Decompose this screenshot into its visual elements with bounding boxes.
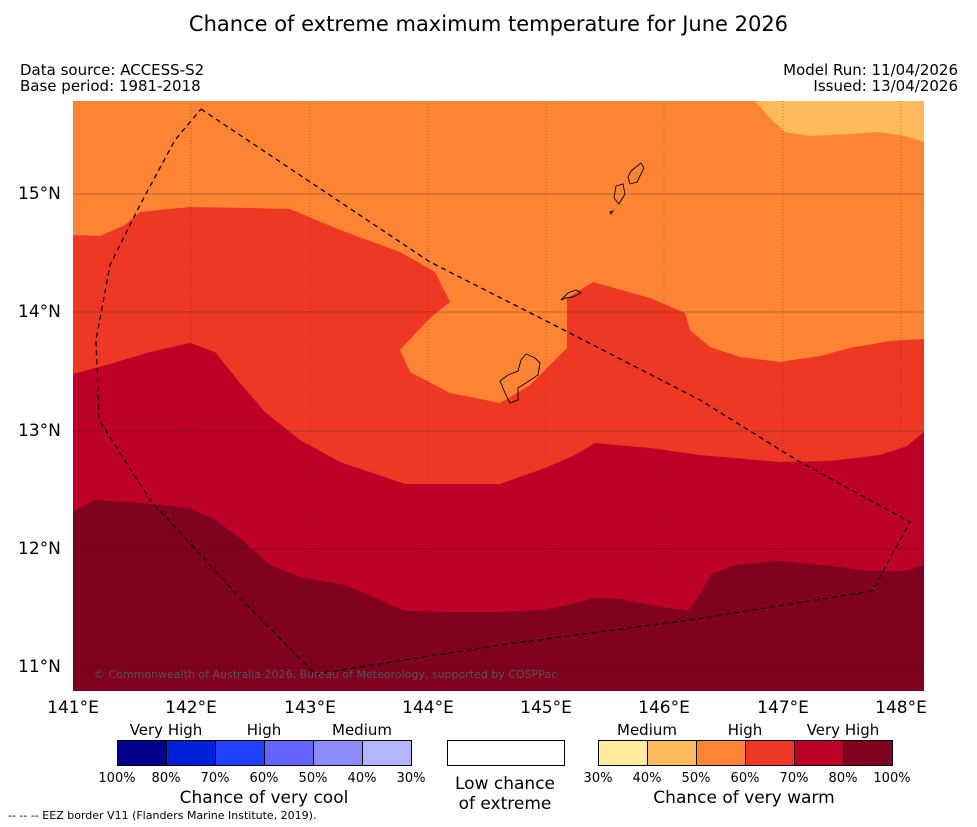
issued-date: Issued: 13/04/2026 xyxy=(813,77,958,95)
legend-swatch xyxy=(647,740,697,766)
graticule-meridians xyxy=(190,101,902,691)
legend-swatch xyxy=(215,740,265,766)
legend-swatch xyxy=(745,740,795,766)
x-tick-label: 144°E xyxy=(402,698,454,718)
legend-swatch xyxy=(264,740,314,766)
legend-percent: 50% xyxy=(681,771,711,786)
tinian-island xyxy=(613,183,626,205)
x-tick-label: 142°E xyxy=(165,698,217,718)
legend-category: Medium xyxy=(332,721,392,739)
cool-caption: Chance of very cool xyxy=(179,788,349,808)
x-tick-label: 147°E xyxy=(757,698,809,718)
legend-swatch xyxy=(696,740,746,766)
band-80-100 xyxy=(73,500,924,691)
legend-percent: 40% xyxy=(347,771,377,786)
low-chance-line1: Low chance xyxy=(455,774,555,794)
y-tick-label: 11°N xyxy=(18,657,61,677)
y-tick-label: 12°N xyxy=(18,539,61,559)
base-period: Base period: 1981-2018 xyxy=(20,77,201,95)
map-title: Chance of extreme maximum temperature fo… xyxy=(188,12,789,36)
legend-percent: 100% xyxy=(98,771,136,786)
warm-caption: Chance of very warm xyxy=(653,788,835,808)
copyright-note: © Commonwealth of Australia 2026, Bureau… xyxy=(94,668,558,681)
y-tick-label: 15°N xyxy=(18,184,61,204)
legend-percent: 70% xyxy=(200,771,230,786)
coastlines xyxy=(499,162,645,404)
x-tick-label: 148°E xyxy=(875,698,927,718)
low-chance-line2: of extreme xyxy=(458,794,552,814)
x-tick-label: 143°E xyxy=(284,698,336,718)
graticule-parallels xyxy=(73,193,924,668)
eez-footnote: -- -- -- EEZ border V11 (Flanders Marine… xyxy=(8,809,317,822)
legend-percent: 80% xyxy=(828,771,858,786)
x-tick-label: 146°E xyxy=(638,698,690,718)
eez-border xyxy=(95,108,911,675)
data-source: Data source: ACCESS-S2 xyxy=(20,61,205,79)
legend-swatch xyxy=(794,740,844,766)
legend-percent: 60% xyxy=(730,771,760,786)
legend-percent: 50% xyxy=(298,771,328,786)
legend-swatch xyxy=(313,740,363,766)
legend-category: High xyxy=(246,721,282,739)
band-40-50 xyxy=(755,101,924,142)
aguijan-island xyxy=(609,210,615,215)
low-chance-swatch xyxy=(447,740,565,766)
legend-swatch xyxy=(117,740,167,766)
legend-percent: 30% xyxy=(583,771,613,786)
x-tick-label: 145°E xyxy=(520,698,572,718)
legend-category: Medium xyxy=(617,721,677,739)
y-tick-label: 13°N xyxy=(18,421,61,441)
legend-category: Very High xyxy=(806,721,880,739)
x-tick-label: 141°E xyxy=(47,698,99,718)
legend-percent: 40% xyxy=(632,771,662,786)
legend-category: Very High xyxy=(129,721,203,739)
legend-percent: 80% xyxy=(151,771,181,786)
legend-percent: 60% xyxy=(249,771,279,786)
legend-category: High xyxy=(727,721,763,739)
legend-percent: 30% xyxy=(396,771,426,786)
probability-shading xyxy=(73,101,924,691)
legend-percent: 70% xyxy=(779,771,809,786)
legend-swatch xyxy=(598,740,648,766)
legend-swatch xyxy=(843,740,893,766)
saipan-island xyxy=(627,162,645,185)
legend-swatch xyxy=(166,740,216,766)
guam-island xyxy=(499,353,541,404)
y-tick-label: 14°N xyxy=(18,302,61,322)
legend-swatch xyxy=(362,740,412,766)
rota-island xyxy=(560,289,582,301)
model-run: Model Run: 11/04/2026 xyxy=(783,61,958,79)
legend-percent: 100% xyxy=(873,771,911,786)
